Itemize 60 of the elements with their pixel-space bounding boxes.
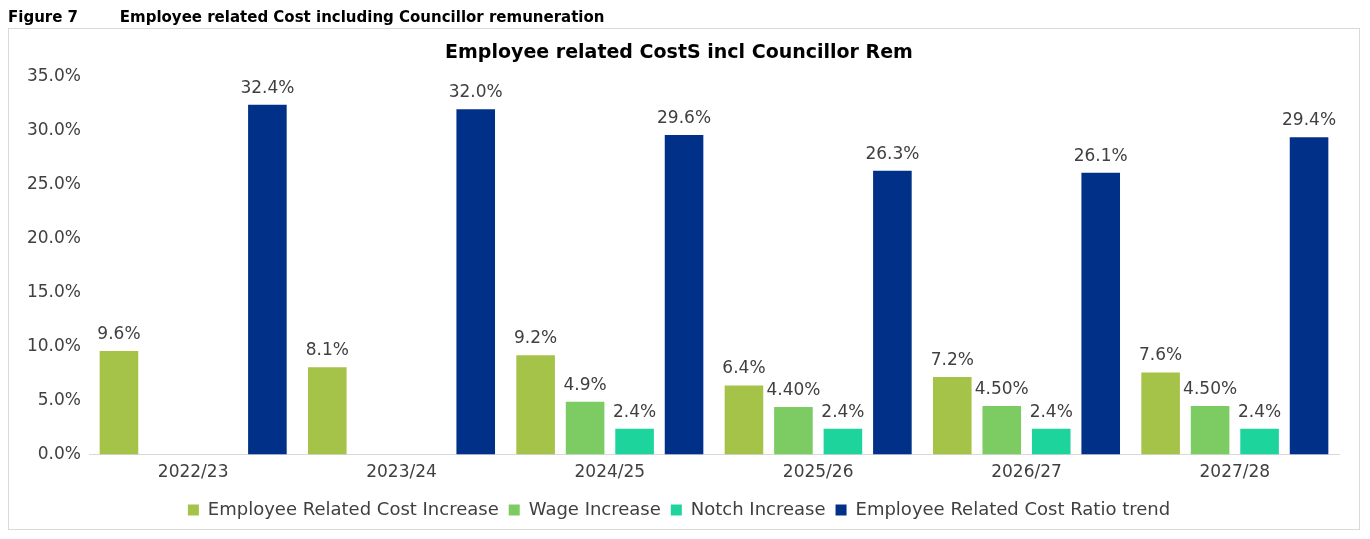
data-label: 32.4% xyxy=(240,76,295,97)
y-tick-label: 30.0% xyxy=(26,119,81,140)
x-tick-label: 2025/26 xyxy=(782,461,854,482)
data-label: 26.3% xyxy=(865,142,920,163)
bar xyxy=(516,355,555,455)
bar xyxy=(873,170,912,455)
bar xyxy=(248,104,287,455)
data-label: 9.6% xyxy=(97,322,141,343)
y-tick-label: 20.0% xyxy=(26,227,81,248)
x-tick-label: 2026/27 xyxy=(991,461,1062,482)
bar xyxy=(664,135,704,455)
y-tick-label: 25.0% xyxy=(26,173,81,194)
data-label: 2.4% xyxy=(1029,400,1073,421)
data-label: 26.1% xyxy=(1073,144,1128,165)
data-label: 32.0% xyxy=(448,81,503,102)
bar xyxy=(565,401,605,455)
y-tick-label: 5.0% xyxy=(37,389,81,410)
bar xyxy=(615,428,654,455)
data-label: 4.50% xyxy=(974,377,1029,398)
bar xyxy=(1289,137,1329,455)
x-tick-label: 2023/24 xyxy=(366,461,437,482)
y-tick-label: 15.0% xyxy=(26,281,81,302)
data-label: 2.4% xyxy=(612,400,657,421)
legend-label: Notch Increase xyxy=(690,497,826,519)
bar xyxy=(774,407,813,455)
bar xyxy=(307,367,347,455)
bar xyxy=(1031,428,1071,455)
data-label: 7.2% xyxy=(930,348,974,369)
bar xyxy=(1190,406,1230,455)
data-label: 4.50% xyxy=(1183,377,1238,398)
data-label: 4.9% xyxy=(563,373,607,394)
bar xyxy=(1081,172,1121,455)
legend-label: Employee Related Cost Ratio trend xyxy=(855,497,1171,519)
bar xyxy=(823,428,863,455)
x-tick-label: 2027/28 xyxy=(1199,461,1271,482)
data-label: 7.6% xyxy=(1139,344,1183,365)
data-label: 8.1% xyxy=(305,339,349,360)
x-tick-label: 2024/25 xyxy=(574,461,646,482)
data-label: 6.4% xyxy=(722,357,766,378)
bar xyxy=(932,376,972,455)
data-label: 29.4% xyxy=(1282,109,1337,130)
data-label: 29.6% xyxy=(657,107,712,128)
legend-label: Employee Related Cost Increase xyxy=(207,497,499,519)
data-label: 2.4% xyxy=(1237,400,1282,421)
chart-title: Employee related CostS incl Councillor Rem xyxy=(445,40,913,63)
bar xyxy=(724,385,764,455)
data-label: 9.2% xyxy=(514,327,558,348)
y-tick-label: 0.0% xyxy=(37,443,81,464)
data-label: 2.4% xyxy=(821,400,865,421)
y-tick-label: 10.0% xyxy=(26,335,81,356)
data-label: 4.40% xyxy=(766,379,821,400)
caption: Figure 7 Employee related Cost including Councillor remuneration xyxy=(8,8,606,28)
legend-label: Wage Increase xyxy=(528,497,661,519)
bar xyxy=(1240,428,1279,455)
bar xyxy=(1141,372,1180,455)
y-tick-label: 35.0% xyxy=(26,65,81,86)
bar xyxy=(982,406,1022,455)
x-tick-label: 2022/23 xyxy=(157,461,229,482)
bar xyxy=(99,350,139,455)
bar xyxy=(456,109,496,455)
